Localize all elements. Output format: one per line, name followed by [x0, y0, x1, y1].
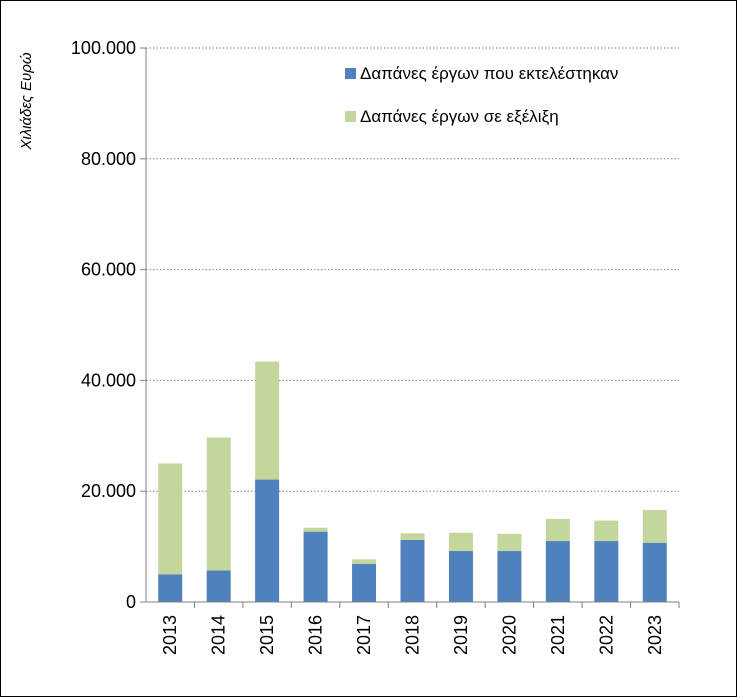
bar-2023-executed [642, 542, 667, 602]
y-tick-label: 0 [126, 592, 136, 612]
x-tick-label: 2021 [548, 615, 568, 655]
bar-2019-executed [448, 551, 473, 602]
bar-2021-in-progress [545, 518, 570, 542]
bar-2014-in-progress [206, 437, 231, 571]
x-tick-label: 2014 [209, 615, 229, 655]
x-tick-label: 2020 [499, 615, 519, 655]
bar-2013-executed [158, 574, 183, 602]
bar-2019-in-progress [448, 532, 473, 552]
legend-swatch [345, 68, 356, 79]
y-tick-label: 60.000 [81, 260, 136, 280]
bar-2015-in-progress [255, 361, 280, 480]
y-tick-labels: 0 20.000 40.000 60.000 80.000 100.000 [71, 38, 146, 612]
bar-2015-executed [255, 479, 280, 602]
legend-label: Δαπάνες έργων σε εξέλιξη [360, 107, 559, 126]
bar-2021-executed [545, 541, 570, 602]
legend-swatch [345, 111, 356, 122]
legend: Δαπάνες έργων που εκτελέστηκαν Δαπάνες έρ… [345, 64, 618, 126]
bar-2016-executed [303, 531, 328, 602]
bar-2018-executed [400, 539, 425, 602]
x-tick-label: 2019 [451, 615, 471, 655]
axes [145, 48, 679, 603]
x-tick-label: 2022 [596, 615, 616, 655]
x-tick-label: 2015 [257, 615, 277, 655]
x-tick-label: 2023 [645, 615, 665, 655]
legend-label: Δαπάνες έργων που εκτελέστηκαν [360, 64, 618, 83]
y-tick-label: 20.000 [81, 481, 136, 501]
bar-2017-executed [352, 563, 377, 602]
bar-2022-in-progress [594, 520, 619, 542]
bar-2020-executed [497, 551, 522, 602]
x-tick-labels: 2013 2014 2015 2016 2017 2018 2019 2020 2021 2022… [160, 602, 680, 655]
y-tick-label: 40.000 [81, 370, 136, 390]
bar-2018-in-progress [400, 533, 425, 540]
bar-2014-executed [206, 570, 231, 602]
y-axis-label: Χιλιάδες Ευρώ [18, 52, 35, 150]
x-tick-label: 2016 [306, 615, 326, 655]
bars [158, 361, 667, 602]
x-tick-label: 2017 [354, 615, 374, 655]
bar-2017-in-progress [352, 559, 377, 564]
x-tick-label: 2013 [160, 615, 180, 655]
y-tick-label: 80.000 [81, 149, 136, 169]
x-tick-label: 2018 [403, 615, 423, 655]
y-tick-label: 100.000 [71, 38, 136, 58]
gridlines [146, 47, 679, 492]
bar-2023-in-progress [642, 510, 667, 543]
bar-2013-in-progress [158, 463, 183, 575]
bar-2022-executed [594, 541, 619, 602]
bar-2020-in-progress [497, 533, 522, 552]
bar-2016-in-progress [303, 527, 328, 532]
